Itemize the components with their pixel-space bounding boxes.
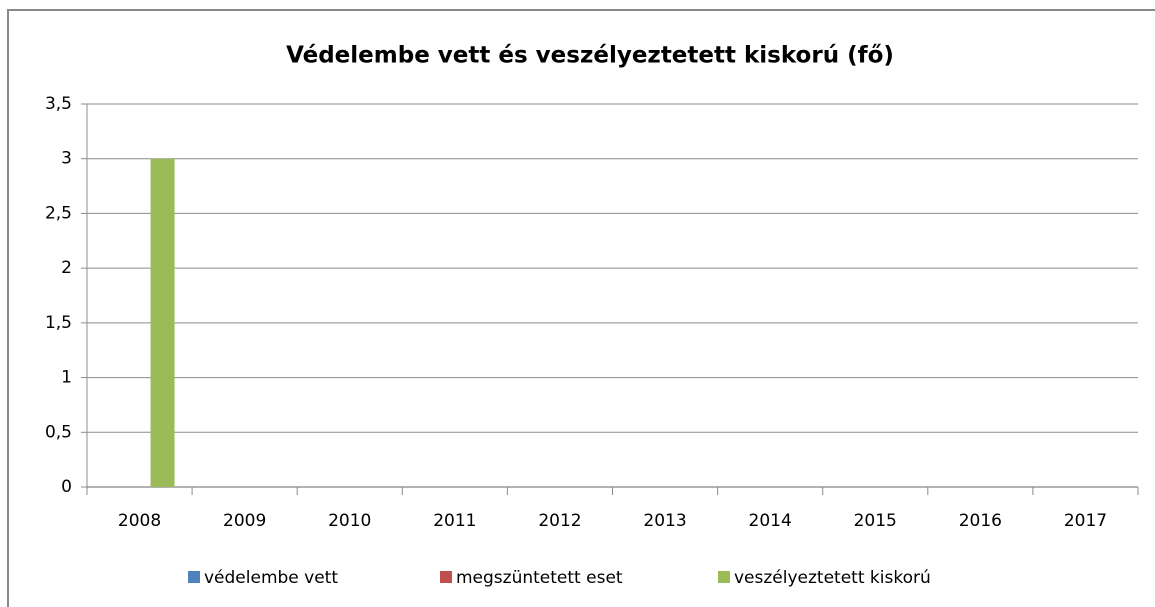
legend-label: megszüntetett eset	[456, 568, 623, 588]
x-tick-label: 2017	[1064, 511, 1107, 531]
x-tick-label: 2013	[643, 511, 686, 531]
x-tick-label: 2008	[118, 511, 161, 531]
y-tick-label: 2,5	[45, 203, 72, 223]
y-tick-label: 3	[61, 149, 72, 169]
y-tick-label: 0	[61, 477, 72, 497]
x-tick-label: 2012	[538, 511, 581, 531]
y-tick-label: 3,5	[45, 94, 72, 114]
legend-label: veszélyeztetett kiskorú	[734, 568, 931, 588]
y-tick-label: 1,5	[45, 313, 72, 333]
chart-title: Védelembe vett és veszélyeztetett kiskor…	[286, 43, 894, 69]
x-tick-label: 2015	[854, 511, 897, 531]
x-tick-label: 2016	[959, 511, 1002, 531]
legend-swatch	[440, 571, 452, 583]
chart-frame	[7, 9, 1155, 607]
y-tick-label: 2	[61, 258, 72, 278]
x-tick-label: 2014	[749, 511, 792, 531]
y-tick-label: 0,5	[45, 422, 72, 442]
x-tick-label: 2011	[433, 511, 476, 531]
legend-swatch	[188, 571, 200, 583]
x-tick-label: 2010	[328, 511, 371, 531]
legend-label: védelembe vett	[204, 568, 338, 588]
x-tick-label: 2009	[223, 511, 266, 531]
bar	[150, 158, 175, 487]
y-tick-label: 1	[61, 368, 72, 388]
legend-swatch	[718, 571, 730, 583]
